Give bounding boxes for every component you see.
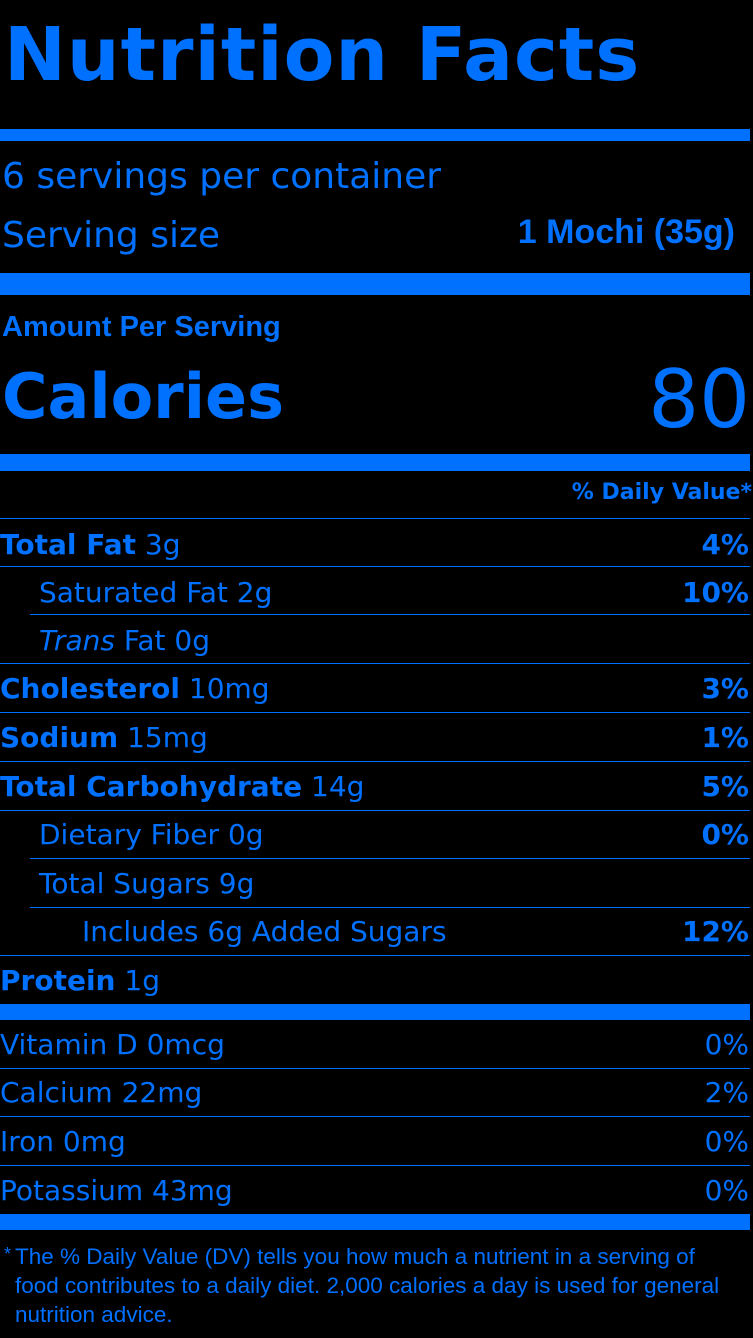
thick-divider [0,1214,750,1230]
footnote: * The % Daily Value (DV) tells you how m… [4,1242,744,1329]
vitamin-row-vitamin-d: Vitamin D 0mcg 0% [0,1027,749,1061]
divider [0,518,750,519]
daily-value-header: % Daily Value* [571,480,752,505]
divider [0,1165,750,1166]
thick-divider [0,273,750,295]
thick-divider [0,1004,750,1020]
vitamin-row-iron: Iron 0mg 0% [0,1124,749,1158]
nutrient-row-protein: Protein 1g [0,963,160,997]
vitamin-row-calcium: Calcium 22mg 2% [0,1075,749,1109]
nutrient-row-added-sugars: Includes 6g Added Sugars 12% [82,914,749,948]
amount-per-serving: Amount Per Serving [2,311,281,343]
divider [0,955,750,956]
servings-per-container: 6 servings per container [2,156,442,197]
divider [0,1116,750,1117]
nutrient-row-total-carbohydrate: Total Carbohydrate 14g 5% [0,769,749,803]
nutrient-row-dietary-fiber: Dietary Fiber 0g 0% [39,817,749,851]
divider [0,1068,750,1069]
serving-size-value: 1 Mochi (35g) [517,213,735,251]
nutrient-row-cholesterol: Cholesterol 10mg 3% [0,671,749,705]
nutrient-row-sodium: Sodium 15mg 1% [0,720,749,754]
nutrient-row-saturated-fat: Saturated Fat 2g 10% [39,575,749,609]
nutrient-row-total-sugars: Total Sugars 9g [39,866,255,900]
divider [0,761,750,762]
calories-value: 80 [648,353,750,446]
divider [30,614,750,615]
thick-divider [0,129,750,141]
divider [0,566,750,567]
serving-size-label: Serving size [2,215,221,256]
divider [0,810,750,811]
footnote-marker: * [4,1244,12,1264]
divider [0,712,750,713]
footnote-text: The % Daily Value (DV) tells you how muc… [15,1244,720,1327]
divider [30,858,750,859]
vitamin-row-potassium: Potassium 43mg 0% [0,1173,749,1207]
calories-label: Calories [2,360,284,433]
thick-divider [0,454,750,471]
title: Nutrition Facts [4,12,641,98]
divider [0,663,750,664]
nutrient-row-trans-fat: Trans Fat 0g [39,623,211,657]
divider [30,907,750,908]
nutrient-row-total-fat: Total Fat 3g 4% [0,527,749,561]
